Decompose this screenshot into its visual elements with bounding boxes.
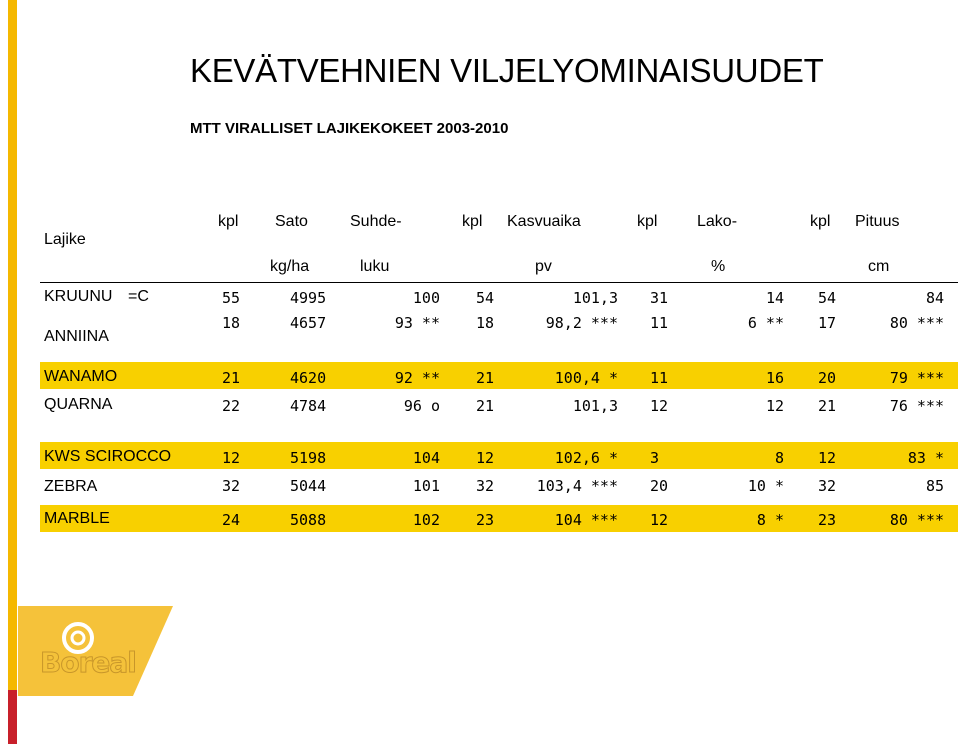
table-cell: 80 ***: [889, 511, 944, 529]
table-cell: 80 ***: [889, 314, 944, 332]
table-cell: 12: [222, 449, 241, 467]
table-cell: 98,2 ***: [545, 314, 618, 332]
header-lako: Lako-: [697, 213, 738, 230]
row-name: KRUUNU: [44, 288, 113, 305]
table-cell: 4995: [290, 289, 327, 307]
table-cell: 21: [476, 369, 495, 387]
table-cell: 79 ***: [889, 369, 944, 387]
table-cell: 10 *: [747, 477, 784, 495]
table-cell: 8 *: [756, 511, 784, 529]
table-cell: 85: [925, 477, 944, 495]
table-cell: 92 **: [394, 369, 440, 387]
table-cell: 18: [222, 314, 241, 332]
table-cell: 11: [650, 314, 669, 332]
row-name: MARBLE: [44, 510, 110, 527]
table-cell: 12: [650, 511, 669, 529]
header-rule: [40, 282, 958, 283]
table-cell: 6 **: [747, 314, 784, 332]
page-title: KEVÄTVEHNIEN VILJELYOMINAISUUDET: [190, 52, 824, 89]
table-cell: 100: [412, 289, 440, 307]
header-sato: Sato: [275, 213, 308, 230]
table-cell: 18: [476, 314, 495, 332]
header-suhde: Suhde-: [350, 213, 402, 230]
table-cell: 100,4 *: [554, 369, 618, 387]
table-cell: 54: [818, 289, 837, 307]
table-cell: 5088: [290, 511, 327, 529]
header-lajike: Lajike: [44, 231, 86, 248]
header-unit-luku: luku: [360, 258, 390, 275]
table-cell: 32: [818, 477, 837, 495]
header-kpl: kpl: [810, 213, 831, 230]
table-cell: 14: [765, 289, 784, 307]
table-cell: 32: [476, 477, 495, 495]
boreal-logo: [18, 606, 173, 696]
table-cell: 96 o: [403, 397, 440, 415]
table-cell: 21: [818, 397, 837, 415]
table-cell: 12: [650, 397, 669, 415]
table-cell: 5044: [290, 477, 327, 495]
table-cell: 5198: [290, 449, 327, 467]
table-cell: 17: [818, 314, 837, 332]
boreal-logo-text: Boreal: [40, 646, 138, 680]
table-cell: 20: [650, 477, 669, 495]
table-cell: 104: [412, 449, 440, 467]
table-cell: 12: [818, 449, 837, 467]
table-cell: 4657: [290, 314, 327, 332]
table-cell: 20: [818, 369, 837, 387]
header-kpl: kpl: [637, 213, 658, 230]
table-cell: 11: [650, 369, 669, 387]
table-cell: 83 *: [907, 449, 944, 467]
table-cell: 101,3: [572, 397, 618, 415]
highlight-band-wanamo: [40, 362, 958, 389]
left-accent-stripe: [8, 0, 17, 560]
row-name: WANAMO: [44, 368, 118, 385]
table-cell: 55: [222, 289, 241, 307]
header-kpl: kpl: [218, 213, 239, 230]
table-cell: 31: [650, 289, 669, 307]
header-unit-kgha: kg/ha: [270, 258, 310, 275]
table-cell: 103,4 ***: [536, 477, 618, 495]
row-control-marker: =C: [128, 288, 149, 305]
table-cell: 32: [222, 477, 241, 495]
table-cell: 102,6 *: [554, 449, 618, 467]
table-cell: 101,3: [572, 289, 618, 307]
header-unit-pv: pv: [535, 258, 552, 275]
table-cell: 101: [412, 477, 440, 495]
left-accent-stripe-lower: [8, 560, 17, 744]
header-unit-percent: %: [711, 258, 726, 275]
table-cell: 23: [818, 511, 837, 529]
table-cell: 54: [476, 289, 495, 307]
table-cell: 8: [774, 449, 784, 467]
table-cell: 4620: [290, 369, 327, 387]
row-name: QUARNA: [44, 396, 113, 413]
table-cell: 102: [412, 511, 440, 529]
table-cell: 84: [925, 289, 944, 307]
table-cell: 24: [222, 511, 241, 529]
table-cell: 3: [650, 449, 660, 467]
table-cell: 93 **: [394, 314, 440, 332]
table-cell: 4784: [290, 397, 327, 415]
highlight-band-marble: [40, 505, 958, 532]
header-unit-cm: cm: [868, 258, 890, 275]
row-name: ANNIINA: [44, 328, 109, 345]
left-accent-stripe-red: [8, 690, 17, 744]
page-subtitle: MTT VIRALLISET LAJIKEKOKEET 2003-2010: [190, 120, 509, 137]
header-kpl: kpl: [462, 213, 483, 230]
table-cell: 22: [222, 397, 241, 415]
table-cell: 16: [765, 369, 784, 387]
table-cell: 76 ***: [889, 397, 944, 415]
row-name: ZEBRA: [44, 478, 98, 495]
header-kasvuaika: Kasvuaika: [507, 213, 581, 230]
row-name: KWS SCIROCCO: [44, 448, 172, 465]
table-cell: 12: [765, 397, 784, 415]
table-cell: 12: [476, 449, 495, 467]
table-cell: 21: [476, 397, 495, 415]
highlight-band-kws-scirocco: [40, 442, 958, 469]
table-cell: 21: [222, 369, 241, 387]
table-cell: 23: [476, 511, 495, 529]
header-pituus: Pituus: [855, 213, 900, 230]
table-cell: 104 ***: [554, 511, 618, 529]
